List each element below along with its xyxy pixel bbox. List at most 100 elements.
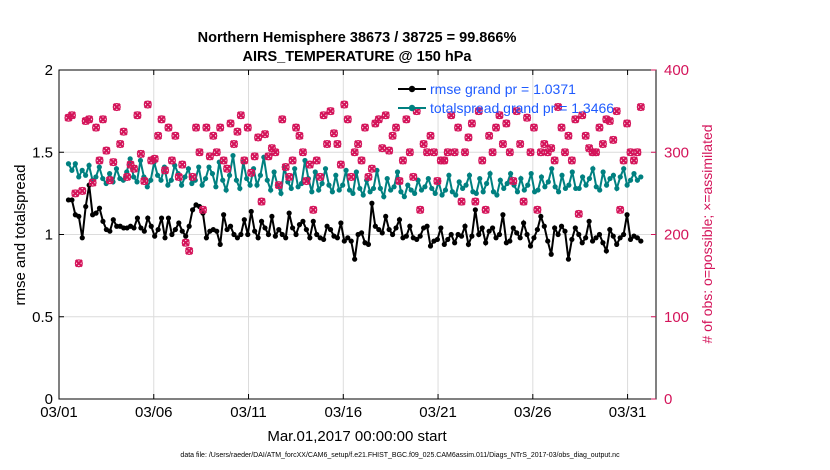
rmse-point <box>96 205 103 211</box>
spread-point <box>453 192 459 198</box>
obs-possible-marker <box>257 197 266 206</box>
obs-possible-marker <box>67 111 76 120</box>
rmse-point <box>276 226 282 233</box>
spread-point <box>340 182 346 188</box>
rmse-point <box>569 236 575 243</box>
rmse-point <box>334 235 341 241</box>
rmse-point <box>241 217 247 223</box>
spread-point <box>429 185 435 192</box>
spread-point <box>412 190 418 196</box>
spread-point <box>209 171 216 177</box>
obs-possible-marker <box>229 139 239 149</box>
rmse-point <box>234 235 241 241</box>
spread-point <box>600 169 606 175</box>
obs-possible-marker <box>309 205 318 214</box>
obs-possible-marker <box>391 123 401 132</box>
obs-possible-marker <box>288 156 297 165</box>
obs-possible-marker <box>547 144 556 153</box>
rmse-point <box>507 238 513 244</box>
rmse-point <box>445 236 451 243</box>
x-tick-label: 03/16 <box>325 404 363 421</box>
rmse-point <box>279 231 285 238</box>
obs-possible-marker <box>540 139 549 149</box>
legend-label-spread: totalspread grand pr = 1.3466 <box>430 100 614 116</box>
spread-point <box>278 190 284 196</box>
obs-possible-marker <box>433 176 442 186</box>
obs-possible-marker <box>136 149 145 158</box>
spread-point <box>350 190 356 196</box>
rmse-point <box>155 226 161 233</box>
x-tick-label: 03/21 <box>419 404 457 421</box>
obs-possible-marker <box>188 172 197 181</box>
obs-possible-marker <box>419 139 428 149</box>
spread-point <box>343 167 349 173</box>
spread-point <box>425 175 431 182</box>
x-axis-label: Mar.01,2017 00:00:00 start <box>267 428 447 445</box>
obs-possible-marker <box>260 130 270 139</box>
y-right-tick-label: 0 <box>664 391 672 408</box>
rmse-point <box>558 223 565 229</box>
obs-possible-marker <box>464 133 473 142</box>
obs-possible-marker <box>557 123 566 132</box>
spread-point <box>597 187 603 193</box>
obs-possible-marker <box>457 197 466 206</box>
obs-possible-marker <box>123 172 132 181</box>
obs-possible-marker <box>278 115 287 124</box>
spread-point <box>552 184 558 190</box>
rmse-point <box>214 228 220 234</box>
ticks: 03/01 03/06 03/11 03/16 03/21 03/26 03/31 0 0.5 1… <box>32 62 689 421</box>
obs-possible-marker <box>385 146 394 155</box>
obs-possible-marker <box>192 123 201 132</box>
rmse-point <box>414 236 420 243</box>
obs-possible-marker <box>129 164 139 173</box>
spread-point <box>154 172 161 178</box>
spread-point <box>230 152 236 159</box>
rmse-point <box>272 233 278 239</box>
rmse-point <box>396 217 403 223</box>
spread-point <box>634 177 641 183</box>
rmse-point <box>141 228 147 234</box>
spread-point <box>490 189 497 195</box>
spread-point <box>158 177 164 183</box>
spread-point <box>381 194 387 200</box>
rmse-point <box>190 207 196 213</box>
rmse-point <box>327 226 334 233</box>
rmse-point <box>321 236 327 243</box>
obs-possible-marker <box>498 139 507 149</box>
spread-point <box>439 192 445 198</box>
spread-point <box>322 166 329 172</box>
obs-possible-marker <box>488 148 497 157</box>
spread-point <box>357 185 363 192</box>
obs-possible-marker <box>612 107 621 116</box>
rmse-point <box>107 228 113 234</box>
spread-point <box>72 161 78 167</box>
spread-point <box>288 185 294 192</box>
obs-possible-marker <box>85 115 94 124</box>
x-tick-label: 03/26 <box>514 404 552 421</box>
spread-point <box>617 174 623 180</box>
rmse-point <box>231 231 237 238</box>
obs-possible-marker <box>164 123 173 132</box>
obs-possible-marker <box>271 148 280 157</box>
obs-possible-marker <box>416 205 425 214</box>
obs-possible-marker <box>198 205 207 214</box>
obs-possible-marker <box>312 156 321 165</box>
rmse-point <box>583 235 589 241</box>
obs-possible-marker <box>316 172 325 181</box>
obs-possible-marker <box>619 156 628 165</box>
obs-possible-marker <box>102 146 111 155</box>
legend-marker-rmse <box>408 85 416 93</box>
spread-point <box>107 171 113 177</box>
obs-possible-marker <box>471 197 480 206</box>
rmse-point <box>524 231 530 238</box>
spread-point <box>292 166 298 172</box>
obs-possible-marker <box>567 156 576 165</box>
rmse-point <box>341 238 347 244</box>
rmse-point <box>365 241 372 247</box>
obs-possible-marker <box>226 119 235 128</box>
rmse-point <box>248 208 254 215</box>
rmse-point <box>179 228 185 234</box>
obs-possible-marker <box>323 139 332 149</box>
rmse-point <box>169 231 175 238</box>
obs-possible-marker <box>74 259 83 268</box>
